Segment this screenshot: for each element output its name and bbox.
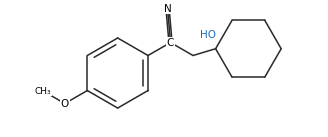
- Text: C: C: [167, 38, 174, 48]
- Text: O: O: [61, 99, 69, 109]
- Text: HO: HO: [200, 30, 216, 40]
- Text: N: N: [164, 4, 172, 14]
- Text: CH₃: CH₃: [35, 87, 51, 96]
